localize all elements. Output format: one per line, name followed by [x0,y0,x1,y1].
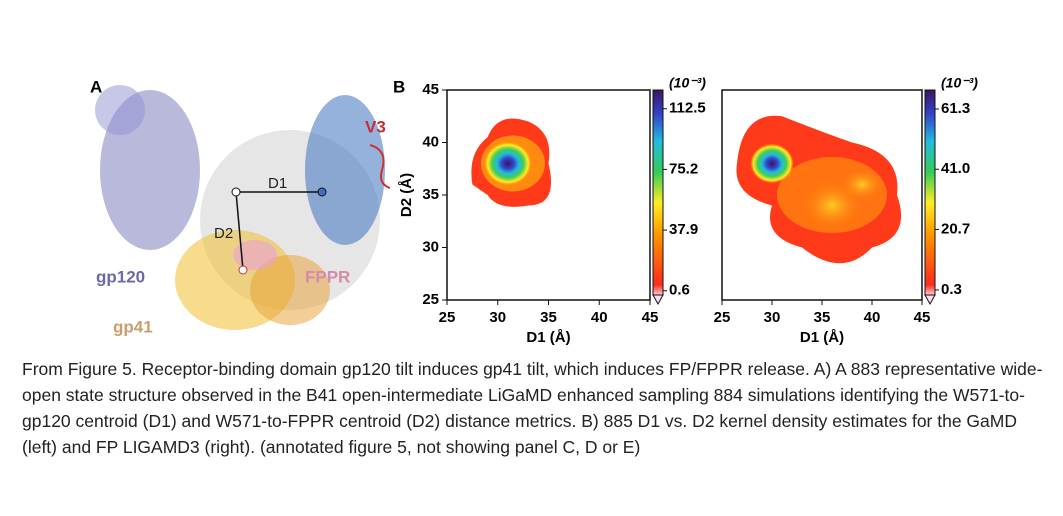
figure: A V3 D1 D2 gp120 FPPR gp41 B 25 30 35 40 45 2… [90,75,978,346]
colorbar-extend [652,294,664,306]
label-d2: D2 [214,225,233,242]
colorbar-tick-label: 41.0 [941,160,970,177]
colorbar-tick-label: 0.3 [941,281,962,298]
x-axis-label: D1 (Å) [526,329,570,346]
colorbar-label: (10⁻³) [941,75,978,91]
density-peak [483,141,532,186]
density-plot [736,115,902,264]
x-tick-label: 45 [914,309,931,326]
density-region [840,168,884,201]
caption: From Figure 5. Receptor-binding domain g… [22,359,1043,457]
y-axis-label: D2 (Å) [398,173,415,217]
label-gp120: gp120 [96,267,145,286]
label-d1: D1 [268,175,287,192]
colorbar [924,89,936,296]
x-tick-label: 30 [489,309,506,326]
x-tick-label: 45 [642,309,659,326]
y-tick-label: 35 [422,186,439,203]
x-axis-label: D1 (Å) [800,329,844,346]
x-tick-label: 35 [540,309,557,326]
y-tick-label: 40 [422,133,439,150]
y-tick-label: 45 [422,81,439,98]
x-tick-label: 40 [591,309,608,326]
label-v3: V3 [365,117,386,136]
x-tick-label: 25 [714,309,731,326]
colorbar-label: (10⁻³) [669,75,706,91]
colorbar-tick-label: 0.6 [669,282,690,299]
x-tick-label: 35 [814,309,831,326]
structure-illustration [95,85,391,330]
panel-label: B [393,77,405,96]
colorbar-extend [924,294,936,306]
colorbar-tick-label: 112.5 [669,100,706,117]
x-tick-label: 30 [764,309,781,326]
label-gp41: gp41 [113,317,153,336]
colorbar-tick-label: 61.3 [941,100,970,117]
y-tick-label: 30 [422,238,439,255]
label-fppr: FPPR [305,267,350,286]
colorbar [652,89,664,296]
colorbar-tick-label: 37.9 [669,221,698,238]
x-tick-label: 40 [864,309,881,326]
x-tick-label: 25 [439,309,456,326]
y-tick-label: 25 [422,291,439,308]
colorbar-tick-label: 75.2 [669,160,698,177]
density-plot [471,118,552,207]
density-peak [750,143,794,184]
colorbar-tick-label: 20.7 [941,220,970,237]
panel-label: A [90,77,102,96]
